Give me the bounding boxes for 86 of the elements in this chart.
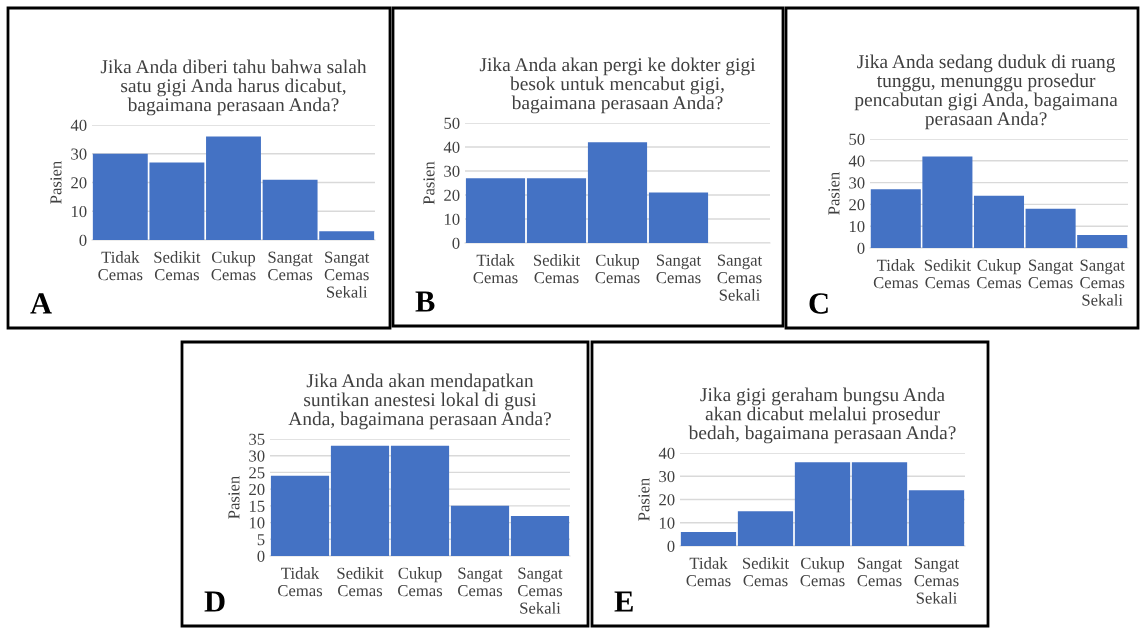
text: A [30,293,52,314]
y-tick-label: 40 [443,141,460,153]
x-tick-label: Sangat Cemas Sekali [324,251,370,298]
y-tick-label: 20 [659,494,675,506]
chart-title: Jika Anda akan mendapatkan suntikan anestesi lokal di gusi Anda, bagaimana perasaan Anda? [288,373,551,430]
chart-title: Jika Anda sedang duduk di ruang tunggu, menunggu prosedur pencabutan gigi Anda, bagaimana perasaan Anda? [854,54,1118,130]
y-tick-label: 40 [848,155,865,167]
y-tick-label: 10 [849,220,865,233]
y-tick-label: 30 [659,470,675,483]
bar [851,462,908,546]
y-tick-label: 20 [849,199,865,211]
y-tick-label: 0 [257,550,265,562]
x-tick-label: Sangat Cemas Sekali [518,567,563,614]
y-tick-label: 30 [71,148,87,160]
bar [465,178,526,243]
x-tick-label: Tidak Cemas [873,259,918,289]
y-tick-label: 20 [249,483,265,496]
y-axis-title: Pasien [828,172,840,215]
bar [206,136,261,240]
chart-title: Jika Anda akan pergi ke dokter gigi besok untuk mencabut gigi, bagaimana perasaan Anda? [479,57,756,114]
y-tick-label: 5 [257,534,265,546]
x-tick-label: Sedikit Cemas [534,254,581,284]
y-axis-title: Pasien [50,161,62,204]
bar [390,445,450,556]
text: C [809,293,828,314]
bar [270,475,330,556]
x-tick-label: Sedikit Cemas [743,557,790,587]
y-tick-label: 10 [71,205,87,218]
y-tick-label: 0 [79,234,87,246]
x-tick-label: Sangat Cemas Sekali [914,557,960,604]
y-tick-label: 0 [667,540,675,552]
y-axis-title: Pasien [228,476,240,519]
y-tick-label: 30 [249,450,265,462]
bar [330,445,390,556]
x-tick-label: Sedikit Cemas [154,251,201,281]
y-axis-title: Pasien [638,478,650,521]
text: D [204,591,225,612]
x-tick-label: Tidak Cemas [473,254,518,284]
bar [737,511,794,546]
bar [908,490,965,546]
bar [680,532,737,546]
y-tick-label: 10 [659,517,675,529]
y-tick-label: 0 [452,237,460,249]
x-tick-label: Cukup Cemas [595,254,640,284]
chart-title: Jika Anda diberi tahu bahwa salah satu gigi Anda harus dicabut, bagaimana perasaan Anda? [100,59,367,116]
y-tick-label: 10 [444,213,460,225]
y-tick-label: 10 [249,517,265,529]
x-tick-label: Sangat Cemas [1028,259,1074,289]
bar [450,505,510,556]
x-tick-label: Sangat Cemas [656,254,702,284]
bar [648,192,709,243]
bar [973,195,1025,248]
bar [794,462,851,546]
x-tick-label: Cukup Cemas [800,557,845,587]
x-tick-label: Sangat Cemas [458,567,503,597]
x-tick-label: Sangat Cemas Sekali [717,254,763,301]
y-axis-title: Pasien [423,161,435,205]
y-tick-label: 50 [849,133,865,145]
y-tick-label: 20 [71,177,87,189]
y-tick-label: 35 [249,433,265,445]
bar [510,515,570,556]
y-tick-label: 40 [70,119,87,131]
bar [587,142,648,243]
text: E [614,591,633,612]
bar [526,178,587,243]
x-tick-label: Sangat Cemas [268,251,313,281]
x-tick-label: Sangat Cemas [857,557,903,587]
x-tick-label: Sangat Cemas Sekali [1080,259,1125,306]
text: B [415,291,435,312]
y-tick-label: 15 [249,500,265,512]
y-tick-label: 40 [658,447,675,459]
y-tick-label: 30 [444,165,460,177]
x-tick-label: Tidak Cemas [686,557,731,587]
chart-title: Jika gigi geraham bungsu Anda akan dicabut melalui prosedur bedah, bagaimana perasaan Anda? [688,387,956,444]
x-tick-label: Sedikit Cemas [924,259,971,289]
y-tick-label: 25 [249,467,265,479]
y-tick-label: 50 [444,117,460,129]
x-tick-label: Sedikit Cemas [337,567,384,597]
x-tick-label: Cukup Cemas [977,259,1022,289]
x-tick-label: Tidak Cemas [278,567,323,597]
y-tick-label: 20 [444,189,460,201]
x-tick-label: Cukup Cemas [398,567,443,597]
x-tick-label: Cukup Cemas [211,251,256,281]
y-tick-label: 0 [857,242,865,254]
y-tick-label: 30 [849,177,865,189]
x-tick-label: Tidak Cemas [98,251,143,281]
